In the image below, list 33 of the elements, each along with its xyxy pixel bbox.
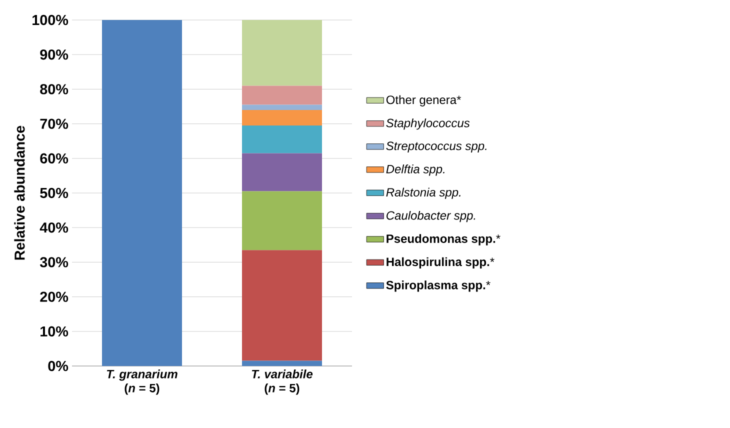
bar xyxy=(242,126,322,154)
y-tick-label: 30% xyxy=(40,257,68,268)
bar xyxy=(242,104,322,110)
x-tick-label: T. granarium (n = 5) xyxy=(106,370,178,395)
y-tick-label: 70% xyxy=(40,118,68,129)
legend-label: Ralstonia spp. xyxy=(386,188,460,199)
y-axis-title: Relative abundance xyxy=(14,126,25,260)
y-tick-label: 10% xyxy=(40,326,68,336)
bar xyxy=(242,360,322,366)
y-tick-label: 80% xyxy=(40,84,68,94)
y-tick-label: 100% xyxy=(32,14,68,26)
bar xyxy=(242,250,322,361)
y-tick-label: 20% xyxy=(40,292,68,302)
x-tick-label: T. variabile (n = 5) xyxy=(252,370,313,395)
legend-label: Delftia spp. xyxy=(386,164,444,176)
bar xyxy=(102,20,182,366)
legend-label: Streptococcus spp. xyxy=(386,142,486,153)
legend-label: Halospirulina spp.* xyxy=(386,257,494,269)
legend-label: Pseudomonas spp.* xyxy=(386,234,500,246)
bar xyxy=(242,110,322,126)
bar xyxy=(242,191,322,250)
bar xyxy=(242,20,322,86)
y-tick-label: 60% xyxy=(40,153,68,164)
y-tick-label: 90% xyxy=(40,50,68,60)
bar xyxy=(242,153,322,192)
legend-label: Staphylococcus xyxy=(386,118,470,130)
bar xyxy=(242,86,322,105)
y-tick-label: 0% xyxy=(48,360,68,372)
legend-label: Spiroplasma spp.* xyxy=(386,280,490,292)
y-tick-label: 40% xyxy=(40,222,68,233)
y-tick-label: 50% xyxy=(40,188,68,198)
legend-label: Caulobacter spp. xyxy=(386,210,476,222)
legend-label: Other genera* xyxy=(386,95,462,106)
